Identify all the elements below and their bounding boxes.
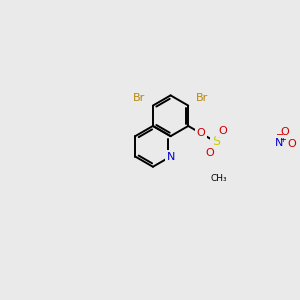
Text: −: −	[276, 130, 285, 140]
Text: O: O	[288, 139, 296, 149]
Text: Br: Br	[133, 93, 145, 103]
Text: +: +	[279, 135, 286, 144]
Text: Br: Br	[196, 93, 208, 103]
Text: N: N	[275, 138, 283, 148]
Text: CH₃: CH₃	[210, 174, 227, 183]
Text: S: S	[212, 136, 220, 148]
Text: O: O	[205, 148, 214, 158]
Text: O: O	[218, 126, 227, 136]
Text: O: O	[196, 128, 205, 138]
Text: O: O	[280, 127, 289, 137]
Text: N: N	[167, 152, 175, 162]
